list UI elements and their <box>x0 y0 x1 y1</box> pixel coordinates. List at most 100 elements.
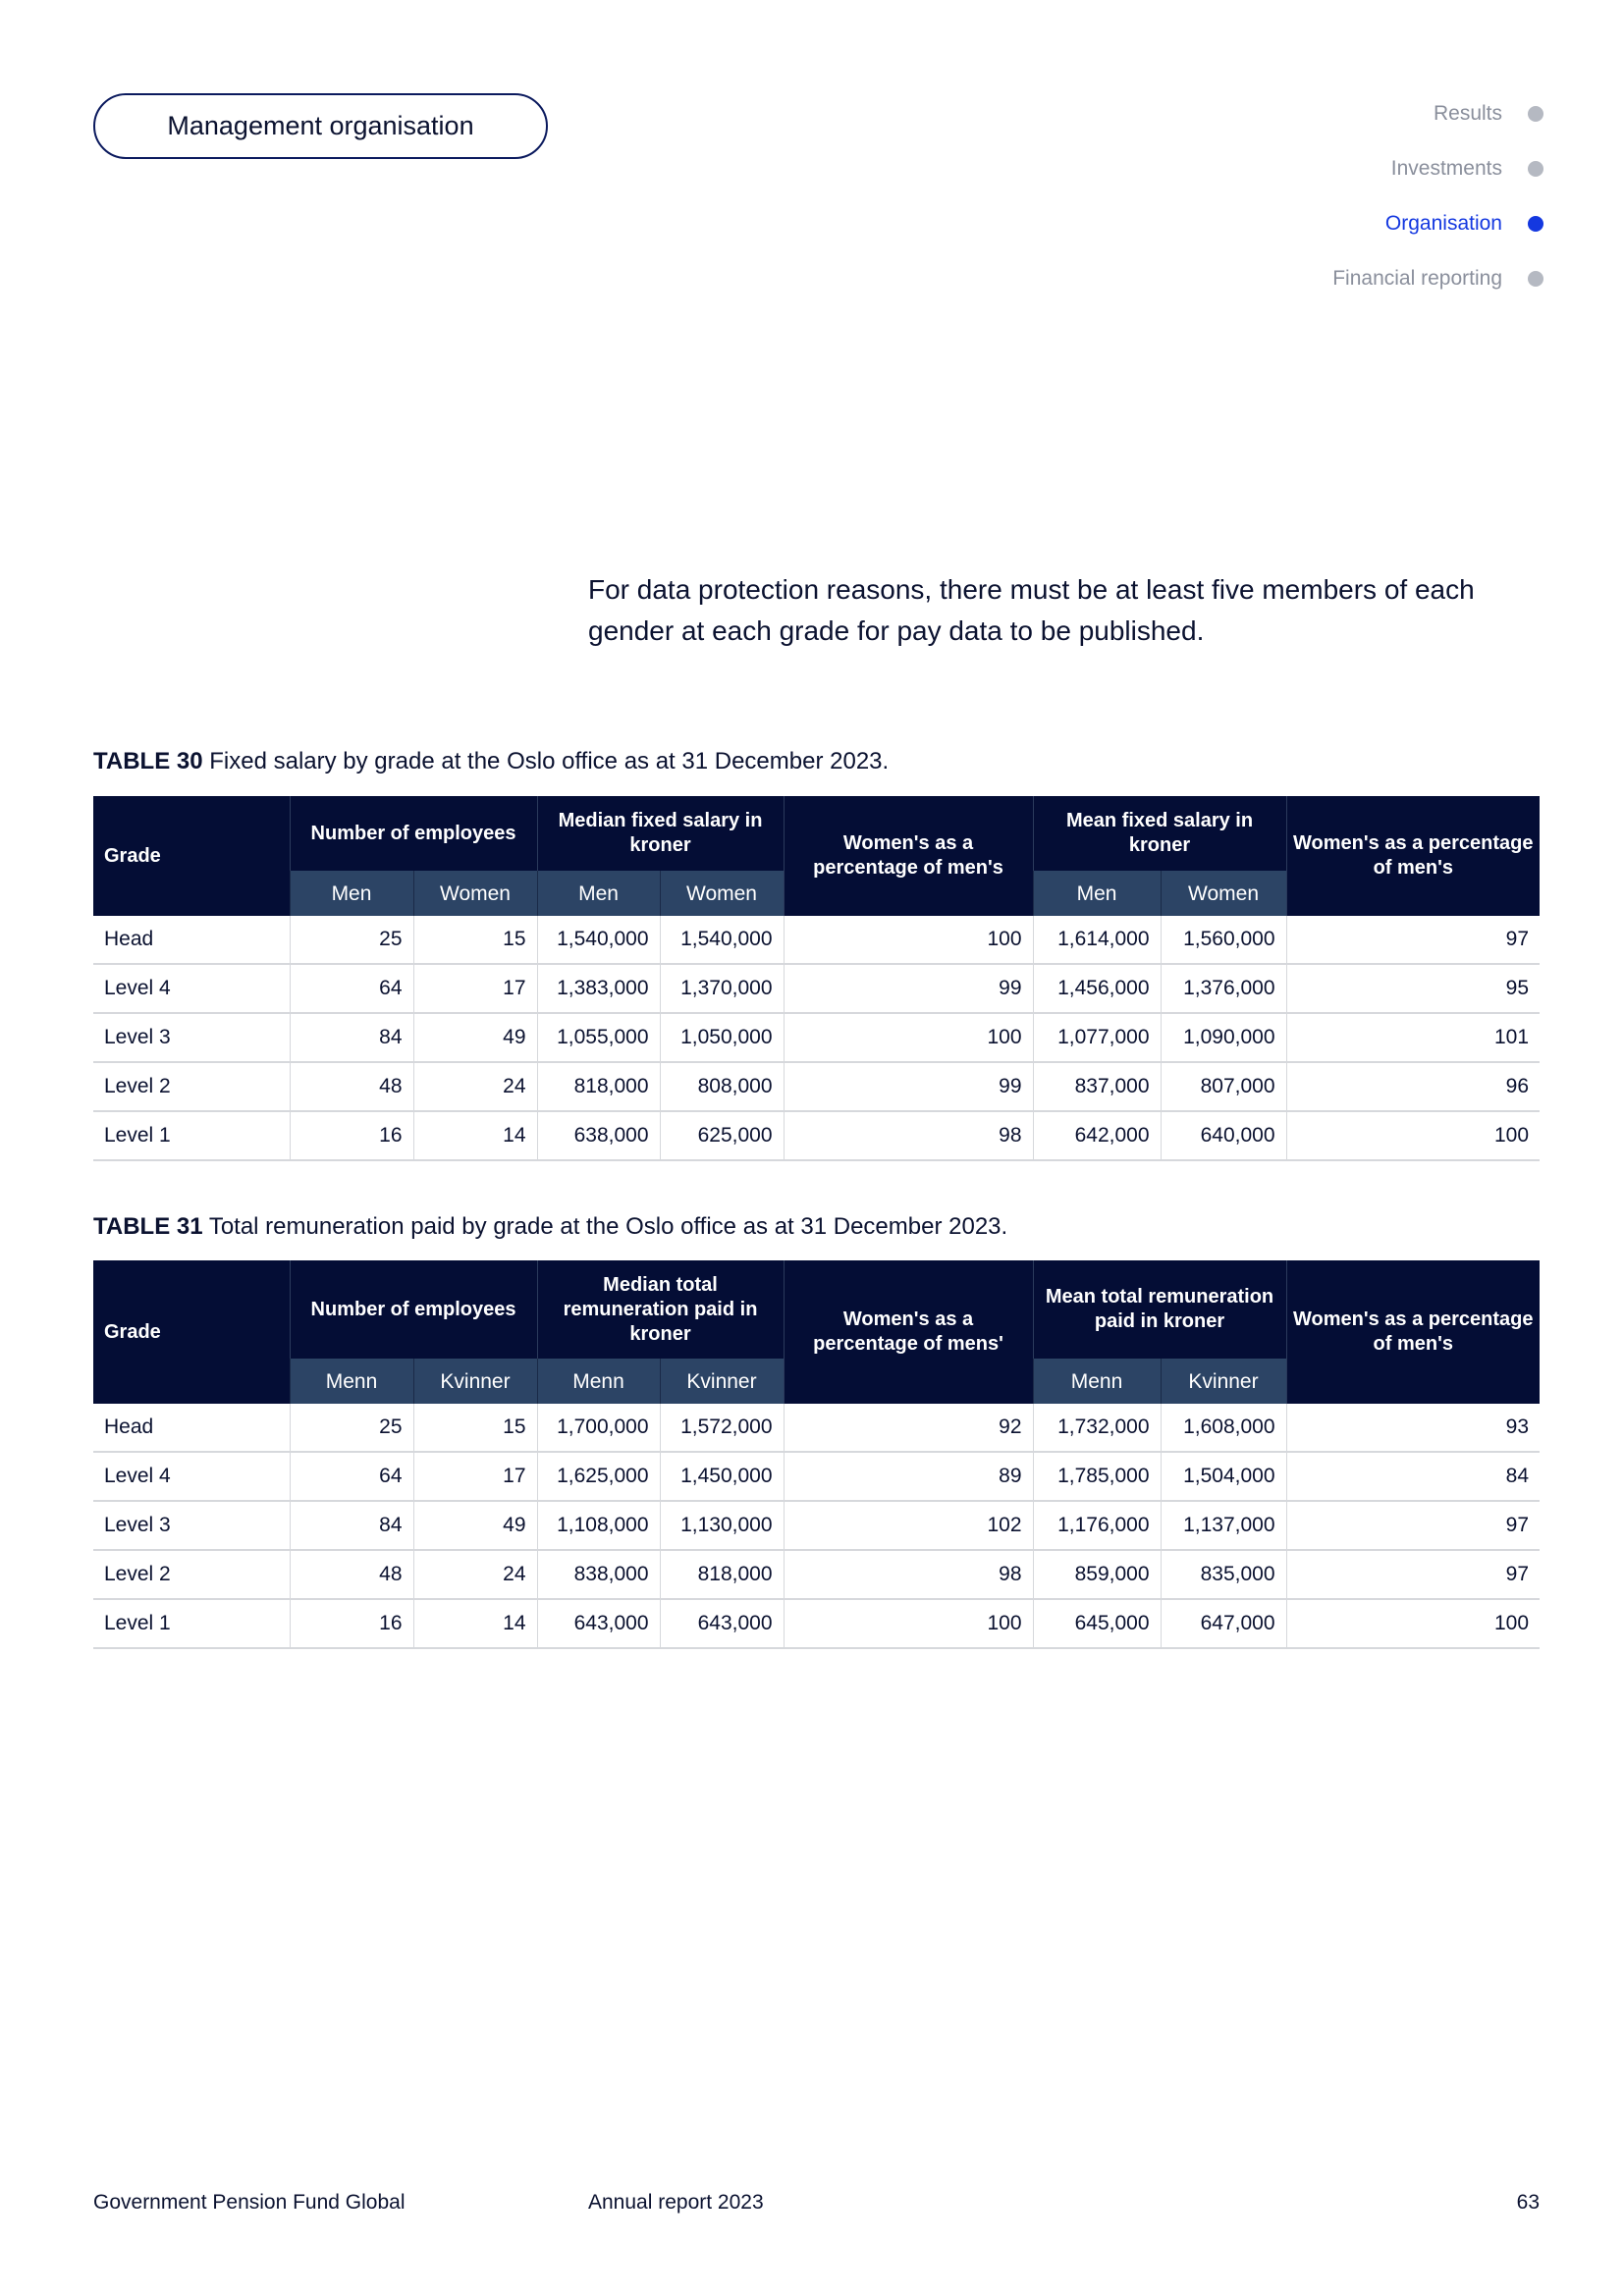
table-cell: 25 <box>289 1404 413 1453</box>
table-cell: 1,614,000 <box>1032 916 1162 965</box>
nav-dot-icon <box>1528 161 1543 177</box>
subheader-women: Women <box>659 871 785 916</box>
table-cell: 97 <box>1285 1550 1541 1600</box>
table-cell: 14 <box>412 1111 538 1161</box>
header-mean: Mean fixed salary in kroner <box>1032 796 1287 871</box>
table-cell: 1,090,000 <box>1160 1013 1287 1063</box>
subheader-men: Menn <box>536 1359 661 1404</box>
table-caption-text: Total remuneration paid by grade at the … <box>208 1213 1008 1240</box>
table-row: Level 3 84 49 1,055,000 1,050,000 100 1,077,00… <box>93 1013 1541 1063</box>
table-cell: 807,000 <box>1160 1062 1287 1112</box>
table-cell: 643,000 <box>659 1599 785 1649</box>
table-cell: 25 <box>289 916 413 965</box>
table-cell: Head <box>93 916 290 965</box>
table-cell: 1,540,000 <box>536 916 661 965</box>
table-cell: 1,450,000 <box>659 1452 785 1502</box>
table-cell: Head <box>93 1404 290 1453</box>
table-cell: 818,000 <box>659 1550 785 1600</box>
header-median-pct: Women's as a percentage of mens' <box>783 1260 1034 1404</box>
table-cell: 643,000 <box>536 1599 661 1649</box>
table-cell: 645,000 <box>1032 1599 1162 1649</box>
header-median: Median total remuneration paid in kroner <box>536 1260 785 1359</box>
table-cell: 49 <box>412 1013 538 1063</box>
nav-dot-icon <box>1528 106 1543 122</box>
table-cell: 1,732,000 <box>1032 1404 1162 1453</box>
table-cell: 1,055,000 <box>536 1013 661 1063</box>
table-number: TABLE 30 <box>93 748 203 774</box>
subheader-women: Women <box>1160 871 1287 916</box>
table-row: Head 25 15 1,700,000 1,572,000 92 1,732,000 1,6… <box>93 1404 1541 1453</box>
table-cell: 1,456,000 <box>1032 964 1162 1014</box>
table-cell: 1,625,000 <box>536 1452 661 1502</box>
table-cell: 64 <box>289 1452 413 1502</box>
subheader-women: Kvinner <box>1160 1359 1287 1404</box>
table-cell: 97 <box>1285 916 1541 965</box>
section-nav: Results Investments Organisation Financial … <box>1332 86 1543 306</box>
nav-label: Results <box>1433 102 1502 125</box>
table-cell: 84 <box>1285 1452 1541 1502</box>
table-cell: 1,540,000 <box>659 916 785 965</box>
header-median: Median fixed salary in kroner <box>536 796 785 871</box>
section-pill[interactable]: Management organisation <box>93 93 548 159</box>
table-cell: 100 <box>783 916 1034 965</box>
table-cell: 48 <box>289 1062 413 1112</box>
table-cell: 1,077,000 <box>1032 1013 1162 1063</box>
table-cell: 101 <box>1285 1013 1541 1063</box>
table-cell: 647,000 <box>1160 1599 1287 1649</box>
table-cell: 99 <box>783 1062 1034 1112</box>
page-number: 63 <box>1516 2191 1540 2214</box>
table-cell: 96 <box>1285 1062 1541 1112</box>
table-cell: 808,000 <box>659 1062 785 1112</box>
table-row: Head 25 15 1,540,000 1,540,000 100 1,614,000 1,… <box>93 916 1541 965</box>
nav-item-results[interactable]: Results <box>1332 86 1543 141</box>
table-cell: 835,000 <box>1160 1550 1287 1600</box>
table-cell: 100 <box>1285 1111 1541 1161</box>
table-cell: 1,137,000 <box>1160 1501 1287 1551</box>
header-employees: Number of employees <box>289 796 538 871</box>
intro-paragraph: For data protection reasons, there must … <box>588 574 1475 646</box>
table-cell: 92 <box>783 1404 1034 1453</box>
table-cell: 48 <box>289 1550 413 1600</box>
nav-label: Organisation <box>1384 212 1502 235</box>
table-cell: 1,383,000 <box>536 964 661 1014</box>
nav-item-organisation[interactable]: Organisation <box>1332 196 1543 251</box>
nav-item-investments[interactable]: Investments <box>1332 141 1543 196</box>
table-row: Level 2 48 24 818,000 808,000 99 837,000 807,00… <box>93 1062 1541 1112</box>
table-cell: Level 3 <box>93 1013 290 1063</box>
nav-item-financial-reporting[interactable]: Financial reporting <box>1332 251 1543 306</box>
table-cell: 1,504,000 <box>1160 1452 1287 1502</box>
table-cell: 102 <box>783 1501 1034 1551</box>
table-cell: 100 <box>783 1013 1034 1063</box>
table-cell: 625,000 <box>659 1111 785 1161</box>
table-row: Level 1 16 14 643,000 643,000 100 645,000 647,0… <box>93 1599 1541 1649</box>
subheader-men: Men <box>536 871 661 916</box>
table-cell: 1,050,000 <box>659 1013 785 1063</box>
subheader-women: Kvinner <box>412 1359 538 1404</box>
header-grade: Grade <box>93 1260 290 1404</box>
table-cell: 24 <box>412 1062 538 1112</box>
table-cell: Level 1 <box>93 1599 290 1649</box>
table-cell: 15 <box>412 916 538 965</box>
table-cell: Level 2 <box>93 1550 290 1600</box>
table-cell: 100 <box>1285 1599 1541 1649</box>
subheader-women: Kvinner <box>659 1359 785 1404</box>
table-caption-text: Fixed salary by grade at the Oslo office… <box>209 748 890 774</box>
table-cell: 837,000 <box>1032 1062 1162 1112</box>
subheader-men: Men <box>289 871 413 916</box>
table-caption: TABLE 30 Fixed salary by grade at the Os… <box>93 748 889 775</box>
header-mean-pct: Women's as a percentage of men's <box>1285 796 1541 916</box>
footer-report: Annual report 2023 <box>588 2191 764 2214</box>
table-cell: 1,370,000 <box>659 964 785 1014</box>
table-cell: 642,000 <box>1032 1111 1162 1161</box>
table-30: Grade Number of employees Median fixed s… <box>93 796 1541 1161</box>
table-caption: TABLE 31 Total remuneration paid by grad… <box>93 1213 1007 1241</box>
table-cell: 17 <box>412 1452 538 1502</box>
table-cell: 859,000 <box>1032 1550 1162 1600</box>
table-cell: Level 1 <box>93 1111 290 1161</box>
table-cell: 1,700,000 <box>536 1404 661 1453</box>
table-row: Level 4 64 17 1,625,000 1,450,000 89 1,785,000… <box>93 1452 1541 1502</box>
table-row: Level 3 84 49 1,108,000 1,130,000 102 1,176,00… <box>93 1501 1541 1551</box>
table-number: TABLE 31 <box>93 1213 203 1240</box>
table-cell: 95 <box>1285 964 1541 1014</box>
nav-dot-icon <box>1528 216 1543 232</box>
